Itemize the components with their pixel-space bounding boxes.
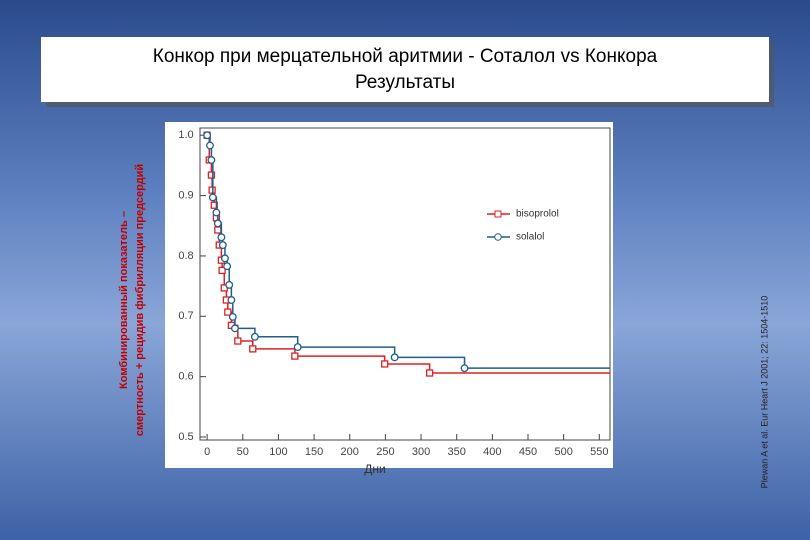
x-tick-label: 250	[376, 446, 394, 458]
data-point	[207, 156, 216, 164]
chart-subtitle: Результаты	[355, 72, 455, 93]
x-tick-label: 400	[483, 446, 501, 458]
data-point	[203, 131, 212, 140]
x-tick-label: 0	[204, 446, 210, 458]
data-point	[218, 266, 226, 275]
data-point	[390, 353, 399, 362]
x-tick-label: 450	[519, 446, 537, 458]
title-box	[41, 37, 769, 102]
x-axis-label: Дни	[364, 462, 385, 476]
data-point	[213, 219, 222, 228]
citation: Plewan A et al. Eur Heart J 2001; 22: 15…	[759, 296, 769, 489]
data-point	[218, 241, 227, 250]
x-tick-label: 350	[448, 446, 466, 458]
data-point	[225, 280, 234, 289]
data-point	[249, 345, 257, 353]
data-point	[210, 201, 218, 209]
data-point	[291, 352, 299, 360]
data-point	[212, 208, 221, 217]
data-point	[381, 360, 389, 368]
y-tick-label: 0.7	[178, 310, 193, 322]
legend-marker	[494, 210, 502, 218]
data-point	[460, 364, 469, 373]
x-tick-label: 200	[341, 446, 359, 458]
y-tick-label: 0.8	[178, 250, 193, 262]
data-point	[221, 254, 229, 263]
data-point	[223, 262, 232, 271]
x-tick-label: 300	[412, 446, 430, 458]
data-point	[208, 193, 217, 202]
y-tick-label: 0.6	[178, 371, 193, 383]
legend-marker	[494, 233, 502, 241]
data-point	[234, 337, 242, 345]
data-point	[217, 233, 226, 242]
y-tick-label: 0.5	[178, 431, 193, 443]
legend-label: solalol	[516, 232, 544, 243]
x-tick-label: 50	[237, 446, 249, 458]
data-point	[250, 332, 259, 341]
data-point	[214, 226, 222, 234]
data-point	[228, 312, 237, 321]
x-tick-label: 150	[305, 446, 323, 458]
data-point	[230, 324, 239, 333]
data-point	[207, 171, 216, 179]
y-axis-label: Комбинированный показатель –	[118, 211, 130, 389]
plot-background	[165, 122, 613, 468]
plot-frame	[199, 127, 611, 441]
x-tick-label: 100	[269, 446, 287, 458]
y-axis-label: смертность + рецидив фибрилляции предсер…	[134, 164, 146, 436]
legend-label: bisoprolol	[516, 209, 559, 220]
y-tick-label: 0.9	[178, 189, 193, 201]
x-tick-label: 500	[554, 446, 572, 458]
data-point	[425, 369, 434, 377]
data-point	[227, 296, 236, 304]
chart-title: Конкор при мерцательной аритмии - Сотало…	[153, 46, 658, 67]
data-point	[206, 141, 214, 150]
data-point	[224, 308, 232, 316]
y-tick-label: 1.0	[178, 129, 193, 141]
x-tick-label: 550	[590, 446, 608, 458]
data-point	[293, 343, 302, 352]
